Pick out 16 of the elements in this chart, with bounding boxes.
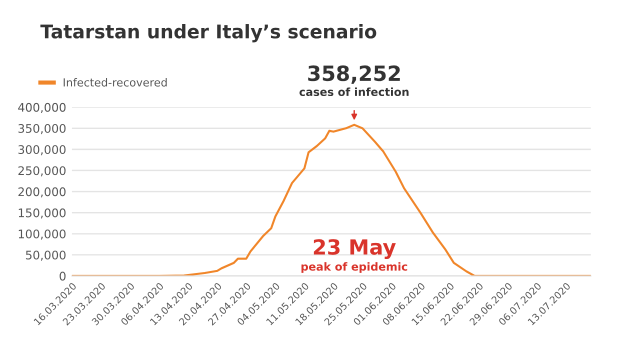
annotation: 23 May [314, 239, 396, 260]
y-tick-label: 250,000 [18, 166, 66, 176]
line-series [72, 124, 591, 276]
y-tick-label: 100,000 [18, 229, 66, 240]
text: cases of infection [300, 87, 409, 96]
y-tick-label: 400,000 [18, 102, 66, 114]
annotation: 358,252 [308, 65, 400, 84]
chart-title: Tatarstan under Italy’s scenario [40, 24, 376, 42]
y-tick-label: 0 [60, 272, 66, 281]
y-tick-label: 200,000 [18, 187, 66, 198]
y-tick-label: 300,000 [18, 145, 66, 156]
legend-label: Infected-recovered [64, 78, 167, 87]
y-tick-label: 350,000 [18, 124, 66, 134]
annotation: peak of epidemic [301, 262, 408, 273]
y-tick-label: 50,000 [26, 250, 66, 261]
y-tick-label: 150,000 [18, 208, 66, 219]
